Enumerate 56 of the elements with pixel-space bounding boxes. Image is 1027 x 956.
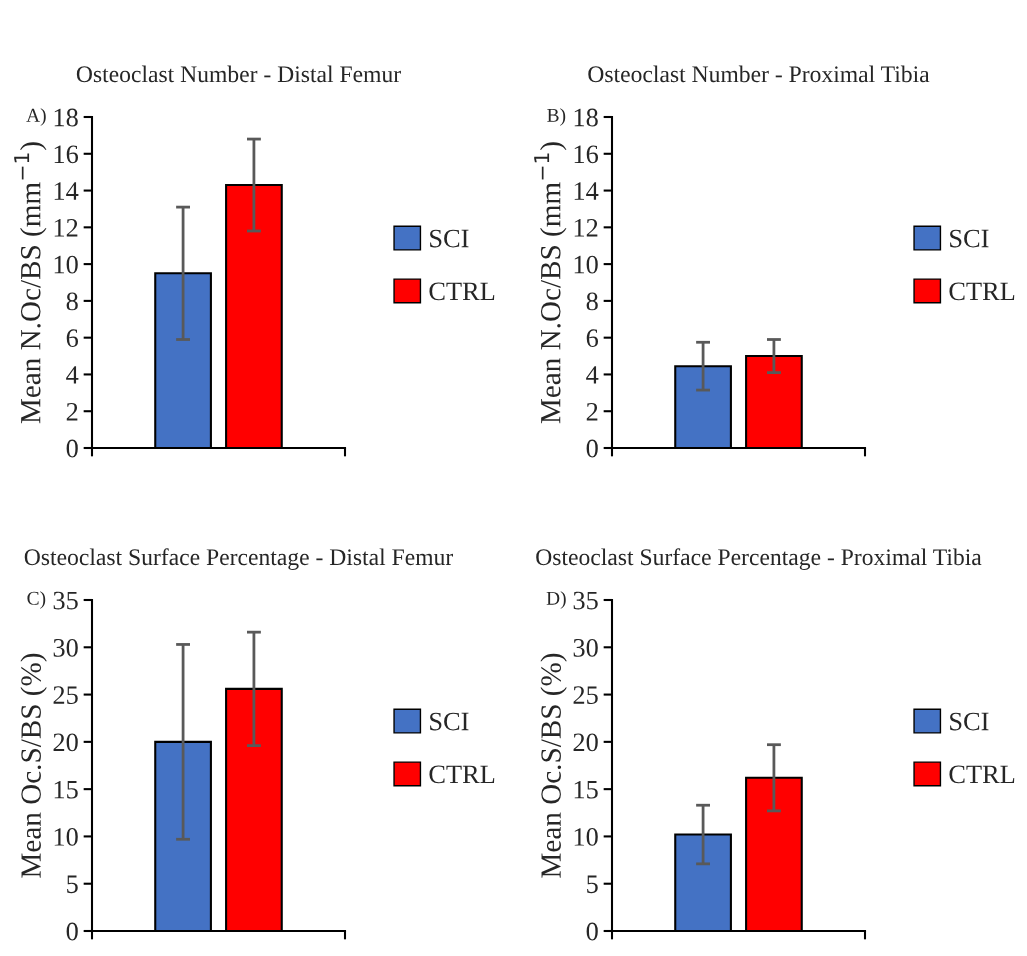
legend-label: CTRL [949,765,1015,784]
y-tick-label: 2 [66,402,78,421]
text: B) [547,108,566,126]
y-tick-label: 18 [574,108,598,127]
y-tick-label: 6 [66,329,79,348]
text: C) [27,591,46,609]
y-tick-label: 25 [573,686,598,704]
y-tick-label: 14 [54,182,79,200]
text: A) [26,108,46,126]
y-tick-label: 4 [586,366,599,384]
y-axis-title: Mean N.Oc/BS (mm$^{−1}$) [534,142,567,424]
y-tick-label: 15 [54,780,78,799]
y-tick-label: 8 [66,292,78,311]
y-tick-label: 25 [53,686,78,704]
y-axis-title: Mean Oc.S/BS (%) [540,653,567,878]
y-tick-label: 10 [54,255,78,274]
y-axis-title: Mean N.Oc/BS (mm$^{−1}$) [14,142,47,424]
y-tick-label: 0 [66,922,78,941]
legend-label: CTRL [949,282,1015,301]
chart-title: Osteoclast Surface Percentage - Proximal Tibia [536,548,982,570]
legend-label: SCI [950,229,989,248]
y-tick-label: 0 [586,922,598,941]
y-tick-label: 20 [53,733,78,752]
legend-label: SCI [430,712,469,731]
y-tick-label: 6 [586,329,599,348]
y-tick-label: 8 [586,292,598,311]
y-tick-label: 16 [54,145,79,164]
y-tick-label: 0 [66,439,78,458]
y-tick-label: 10 [574,828,598,846]
y-axis-title: Mean Oc.S/BS (%) [20,653,47,878]
y-tick-label: 0 [586,439,598,458]
y-tick-label: 35 [53,591,78,610]
chart-title: Osteoclast Number - Distal Femur [76,65,401,83]
y-tick-label: 10 [574,255,598,274]
y-tick-label: 35 [573,591,598,610]
y-tick-label: 14 [574,182,599,200]
y-tick-label: 10 [54,828,78,846]
legend-label: SCI [950,712,989,731]
y-tick-label: 5 [67,875,78,894]
y-tick-label: 30 [53,638,78,657]
y-tick-label: 20 [573,733,598,752]
y-tick-label: 12 [54,219,78,237]
text: D) [546,591,566,609]
legend-label: CTRL [429,282,495,301]
chart-title: Osteoclast Surface Percentage - Distal Femur [24,548,454,570]
y-tick-label: 4 [66,366,79,384]
y-tick-label: 5 [587,875,598,894]
legend-label: CTRL [429,765,495,784]
y-tick-label: 30 [573,638,598,657]
y-tick-label: 2 [586,402,598,421]
y-tick-label: 12 [574,219,598,237]
y-tick-label: 16 [574,145,599,164]
chart-title: Osteoclast Number - Proximal Tibia [588,65,930,83]
y-tick-label: 15 [574,780,598,799]
legend-label: SCI [430,229,469,248]
y-tick-label: 18 [54,108,78,127]
